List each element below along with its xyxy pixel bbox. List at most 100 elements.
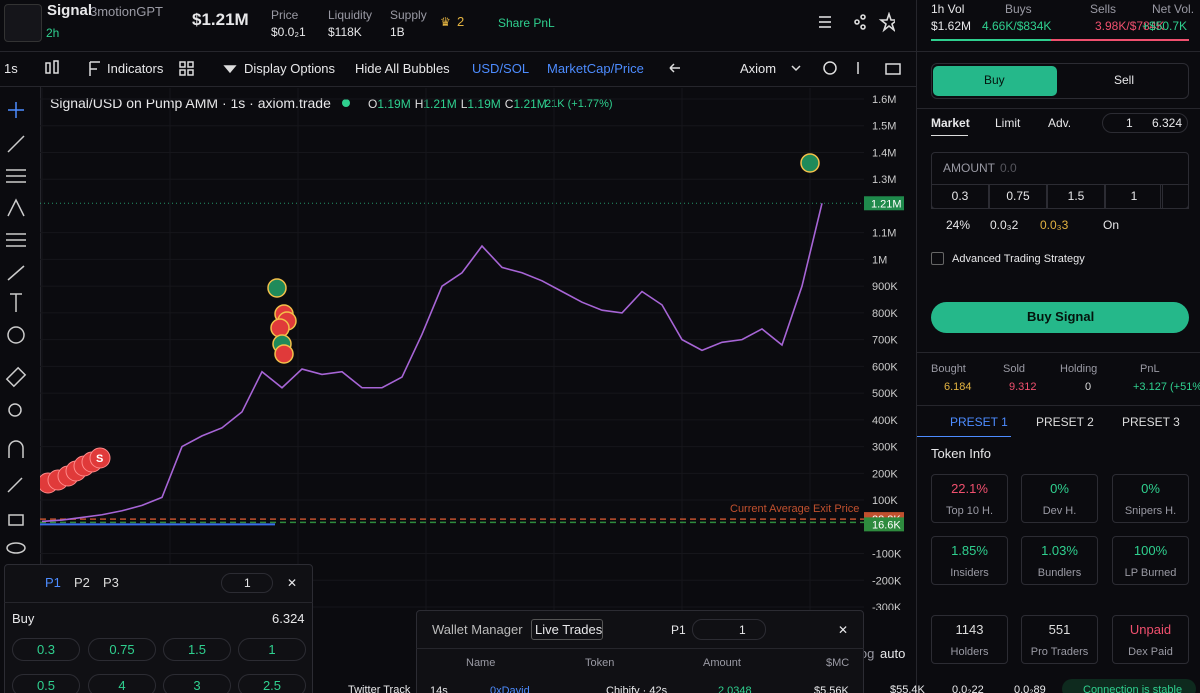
- currency-toggle[interactable]: USD/SOL: [472, 61, 530, 76]
- amount-button[interactable]: 0.5: [12, 674, 80, 693]
- divider: [0, 51, 916, 52]
- trade-bubble: [267, 278, 287, 298]
- buy-tab[interactable]: [933, 66, 1057, 96]
- vol-buys: 4.66K/$834K: [982, 19, 1052, 33]
- preset-tab: P1: [45, 575, 61, 590]
- crown-icon: ♛: [440, 15, 451, 29]
- vol-bar-buy: [931, 39, 1051, 41]
- info-label: Dex Paid: [1128, 646, 1173, 658]
- trade-bubble: [274, 344, 294, 364]
- twitter-tracker: Twitter Track: [348, 684, 411, 693]
- hide-bubbles[interactable]: Hide All Bubbles: [355, 61, 450, 76]
- close[interactable]: ✕: [287, 576, 298, 590]
- edit-amounts: [1160, 184, 1189, 209]
- vol-net: +$50.7K: [1142, 19, 1188, 33]
- buy-button[interactable]: [931, 302, 1189, 333]
- preset-tab[interactable]: PRESET 2: [1036, 415, 1094, 429]
- y-tick-label: 1.6M: [872, 94, 896, 106]
- info-label: Insiders: [950, 567, 989, 579]
- wallet-count: 1: [244, 576, 251, 590]
- amount-button[interactable]: 4: [88, 674, 156, 693]
- column-header: Token: [585, 657, 615, 669]
- info-label: LP Burned: [1124, 567, 1177, 579]
- info-value: 1143: [955, 622, 984, 637]
- quick-amount: 0.3: [931, 184, 989, 209]
- sell-tab[interactable]: Sell: [1114, 73, 1135, 87]
- info-value: 551: [1048, 622, 1071, 637]
- amount-button[interactable]: 1: [238, 638, 306, 661]
- y-tick-label: 1.3M: [872, 174, 896, 186]
- indicators[interactable]: Indicators: [107, 61, 164, 76]
- quick-amount: 1.5: [1047, 184, 1105, 209]
- vol-sells-label: Sells: [1090, 2, 1117, 16]
- share-pnl[interactable]: Share PnL: [498, 16, 555, 30]
- vol-total: $1.62M: [931, 19, 972, 33]
- position-value: 6.184: [944, 381, 972, 393]
- y-tick-label: 600K: [872, 361, 898, 373]
- y-tick-label: -100K: [872, 549, 902, 561]
- amount-button[interactable]: 0.3: [12, 638, 80, 661]
- wallet-select[interactable]: [221, 573, 273, 593]
- price-label: 16.6K: [872, 519, 901, 531]
- amount-button[interactable]: 1.5: [163, 638, 231, 661]
- checkbox[interactable]: [931, 252, 944, 265]
- ohlc-key: L: [460, 97, 468, 111]
- provider[interactable]: Axiom: [740, 61, 777, 76]
- live-trades-tab[interactable]: [531, 619, 603, 640]
- column-header: Name: [466, 657, 496, 669]
- y-tick-label: 400K: [872, 415, 898, 427]
- display-options[interactable]: Display Options: [244, 61, 336, 76]
- position-label: PnL: [1140, 363, 1160, 375]
- ohlc-value: 1.21M: [423, 97, 457, 111]
- divider: [916, 0, 917, 693]
- metric-toggle[interactable]: MarketCap/Price: [547, 61, 644, 76]
- amount-input[interactable]: 0.0: [1000, 161, 1017, 175]
- ohlc-value: 1.19M: [377, 97, 411, 111]
- close[interactable]: ✕: [838, 623, 849, 637]
- y-tick-label: 500K: [872, 388, 898, 400]
- info-card: 0% Dev H.: [1021, 474, 1098, 523]
- icon: [45, 60, 901, 76]
- market-cap: $1.21M: [192, 10, 249, 29]
- quick-amount: 1: [1105, 184, 1163, 209]
- tab-underline: [931, 135, 968, 136]
- order-type[interactable]: Adv.: [1048, 116, 1072, 130]
- divider: [917, 51, 1200, 52]
- wallet-select[interactable]: [1102, 113, 1188, 133]
- preset-tab: P2: [74, 575, 90, 590]
- priority-fee: 0.0₃2: [990, 218, 1019, 232]
- order-type[interactable]: Market: [931, 116, 970, 130]
- info-value: 0%: [1050, 481, 1069, 496]
- preset-tab[interactable]: PRESET 1: [950, 415, 1008, 429]
- trade-name: 0xDavid: [490, 685, 530, 693]
- current-price-label: 1.21M: [871, 198, 902, 210]
- amount-button[interactable]: 0.75: [88, 638, 156, 661]
- axis-scale[interactable]: auto: [880, 646, 906, 661]
- amount-button[interactable]: 3: [163, 674, 231, 693]
- y-tick-label: 200K: [872, 468, 898, 480]
- exit-price-label: Current Average Exit Price: [730, 503, 859, 515]
- mev-protect: On: [1103, 218, 1120, 232]
- divider: [4, 602, 313, 603]
- quick-amount: 0.75: [989, 184, 1047, 209]
- divider: [917, 405, 1200, 406]
- quick-panel: [4, 564, 313, 693]
- y-tick-label: 800K: [872, 308, 898, 320]
- slippage: 24%: [946, 218, 971, 232]
- info-value: 0%: [1141, 481, 1160, 496]
- token-info-title: Token Info: [931, 446, 991, 461]
- interval[interactable]: 1s: [4, 61, 18, 76]
- info-label: Pro Traders: [1030, 646, 1089, 658]
- trade-token: Chibify · 42s: [606, 685, 668, 693]
- amount-button[interactable]: 2.5: [238, 674, 306, 693]
- info-value: 100%: [1133, 543, 1168, 558]
- stat-label: Supply: [390, 8, 427, 22]
- info-label: Snipers H.: [1124, 505, 1177, 517]
- wallet-manager-tab[interactable]: Wallet Manager: [432, 622, 523, 637]
- fee: 0.0₂89: [1014, 684, 1046, 693]
- preset-tab[interactable]: PRESET 3: [1122, 415, 1180, 429]
- stat-label: Liquidity: [328, 8, 373, 22]
- order-type[interactable]: Limit: [995, 116, 1021, 130]
- info-card: Unpaid Dex Paid: [1112, 615, 1189, 664]
